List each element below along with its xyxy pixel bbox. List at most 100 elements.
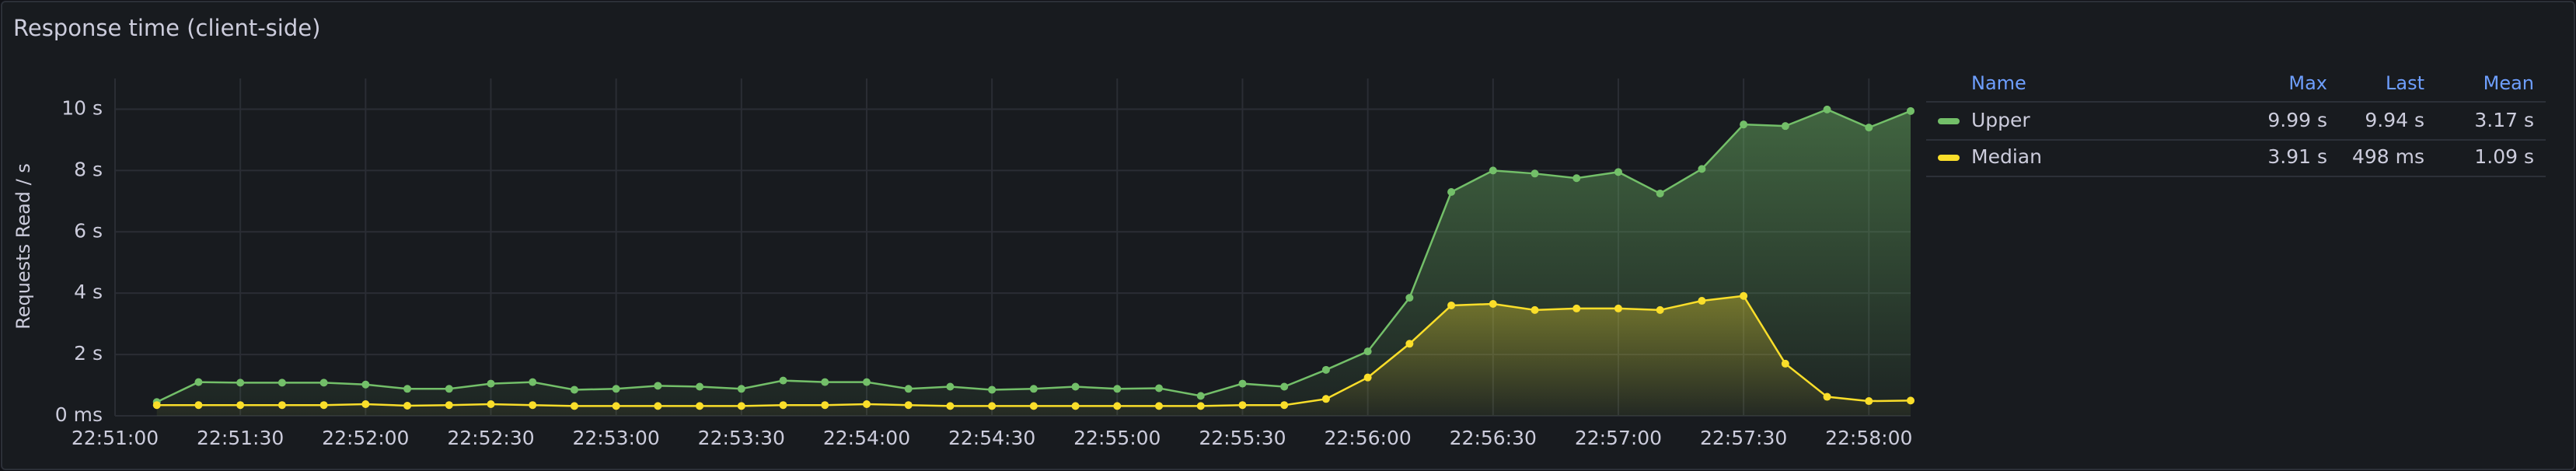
x-tick-label: 22:55:00 [1073, 427, 1161, 449]
x-tick-label: 22:53:30 [698, 427, 785, 449]
x-tick-label: 22:58:00 [1825, 427, 1912, 449]
data-point [1489, 299, 1497, 308]
data-point [487, 379, 495, 388]
data-point [1363, 347, 1372, 356]
data-point [1321, 395, 1330, 403]
data-point [1740, 120, 1748, 129]
data-point [361, 400, 370, 409]
data-point [570, 402, 578, 410]
data-point [1238, 401, 1247, 410]
data-point [445, 385, 453, 393]
y-tick-label: 4 s [74, 281, 103, 303]
data-point [1781, 122, 1789, 131]
data-point [1614, 168, 1622, 176]
legend-name: Median [1971, 145, 2042, 168]
data-point [1155, 384, 1164, 392]
data-point [1280, 382, 1289, 391]
x-tick-label: 22:55:30 [1199, 427, 1286, 449]
data-point [737, 402, 745, 410]
data-point [1656, 189, 1664, 197]
data-point [277, 379, 286, 387]
data-point [152, 401, 161, 410]
legend-stat: 3.91 s [2267, 145, 2327, 168]
panel-title: Response time (client-side) [13, 15, 320, 41]
data-point [988, 402, 997, 410]
data-point [319, 401, 328, 410]
data-point [654, 402, 662, 410]
data-point [1907, 396, 1915, 405]
data-point [1071, 402, 1080, 410]
data-point [1531, 169, 1539, 178]
data-point [737, 385, 745, 393]
data-point [1823, 392, 1831, 401]
data-point [821, 378, 829, 386]
data-point [1363, 373, 1372, 382]
x-tick-label: 22:56:00 [1324, 427, 1411, 449]
legend-header: Last [2386, 72, 2424, 94]
legend-header: Name [1971, 72, 2026, 94]
data-point [1071, 382, 1080, 391]
x-tick-label: 22:53:00 [573, 427, 660, 449]
data-point [194, 378, 203, 386]
data-point [1698, 297, 1706, 305]
data-point [1155, 402, 1164, 410]
data-point [319, 379, 328, 387]
data-point [529, 401, 537, 410]
data-point [1698, 165, 1706, 173]
x-tick-label: 22:56:30 [1450, 427, 1537, 449]
legend-stat: 498 ms [2352, 145, 2424, 168]
y-tick-label: 0 ms [55, 403, 103, 426]
series-area [156, 295, 1911, 416]
data-point [696, 402, 704, 410]
data-point [403, 385, 412, 393]
data-point [570, 386, 578, 394]
data-point [862, 400, 871, 409]
data-point [403, 401, 412, 410]
data-point [1280, 401, 1289, 410]
data-point [1572, 174, 1581, 183]
data-point [779, 376, 787, 385]
data-point [1781, 359, 1789, 368]
data-point [1447, 187, 1456, 196]
legend-header: Max [2288, 72, 2327, 94]
data-point [696, 382, 704, 391]
data-point [1029, 385, 1038, 393]
data-point [529, 378, 537, 386]
legend-swatch [1938, 155, 1960, 161]
data-point [612, 402, 620, 410]
data-point [1321, 365, 1330, 374]
data-point [946, 382, 955, 391]
data-point [988, 386, 997, 394]
data-point [1907, 106, 1915, 115]
data-point [946, 402, 955, 410]
data-point [862, 378, 871, 386]
data-point [1865, 397, 1873, 406]
y-tick-label: 6 s [74, 219, 103, 242]
data-point [904, 401, 913, 410]
data-point [1823, 105, 1831, 113]
data-point [1029, 402, 1038, 410]
data-point [612, 385, 620, 393]
x-tick-label: 22:57:00 [1575, 427, 1662, 449]
data-point [1572, 304, 1581, 312]
legend-name: Upper [1971, 109, 2030, 131]
legend-header: Mean [2484, 72, 2534, 94]
legend-stat: 1.09 s [2474, 145, 2534, 168]
data-point [1113, 402, 1122, 410]
data-point [236, 401, 245, 410]
data-point [1656, 305, 1664, 314]
data-point [1489, 166, 1497, 175]
data-point [1196, 392, 1205, 400]
y-tick-label: 10 s [61, 96, 103, 119]
data-point [1740, 291, 1748, 300]
data-point [1865, 124, 1873, 132]
legend-swatch [1938, 118, 1960, 124]
x-tick-label: 22:52:30 [447, 427, 534, 449]
data-point [194, 401, 203, 410]
legend-stat: 9.94 s [2365, 109, 2424, 131]
data-point [1531, 305, 1539, 314]
data-point [1238, 379, 1247, 388]
